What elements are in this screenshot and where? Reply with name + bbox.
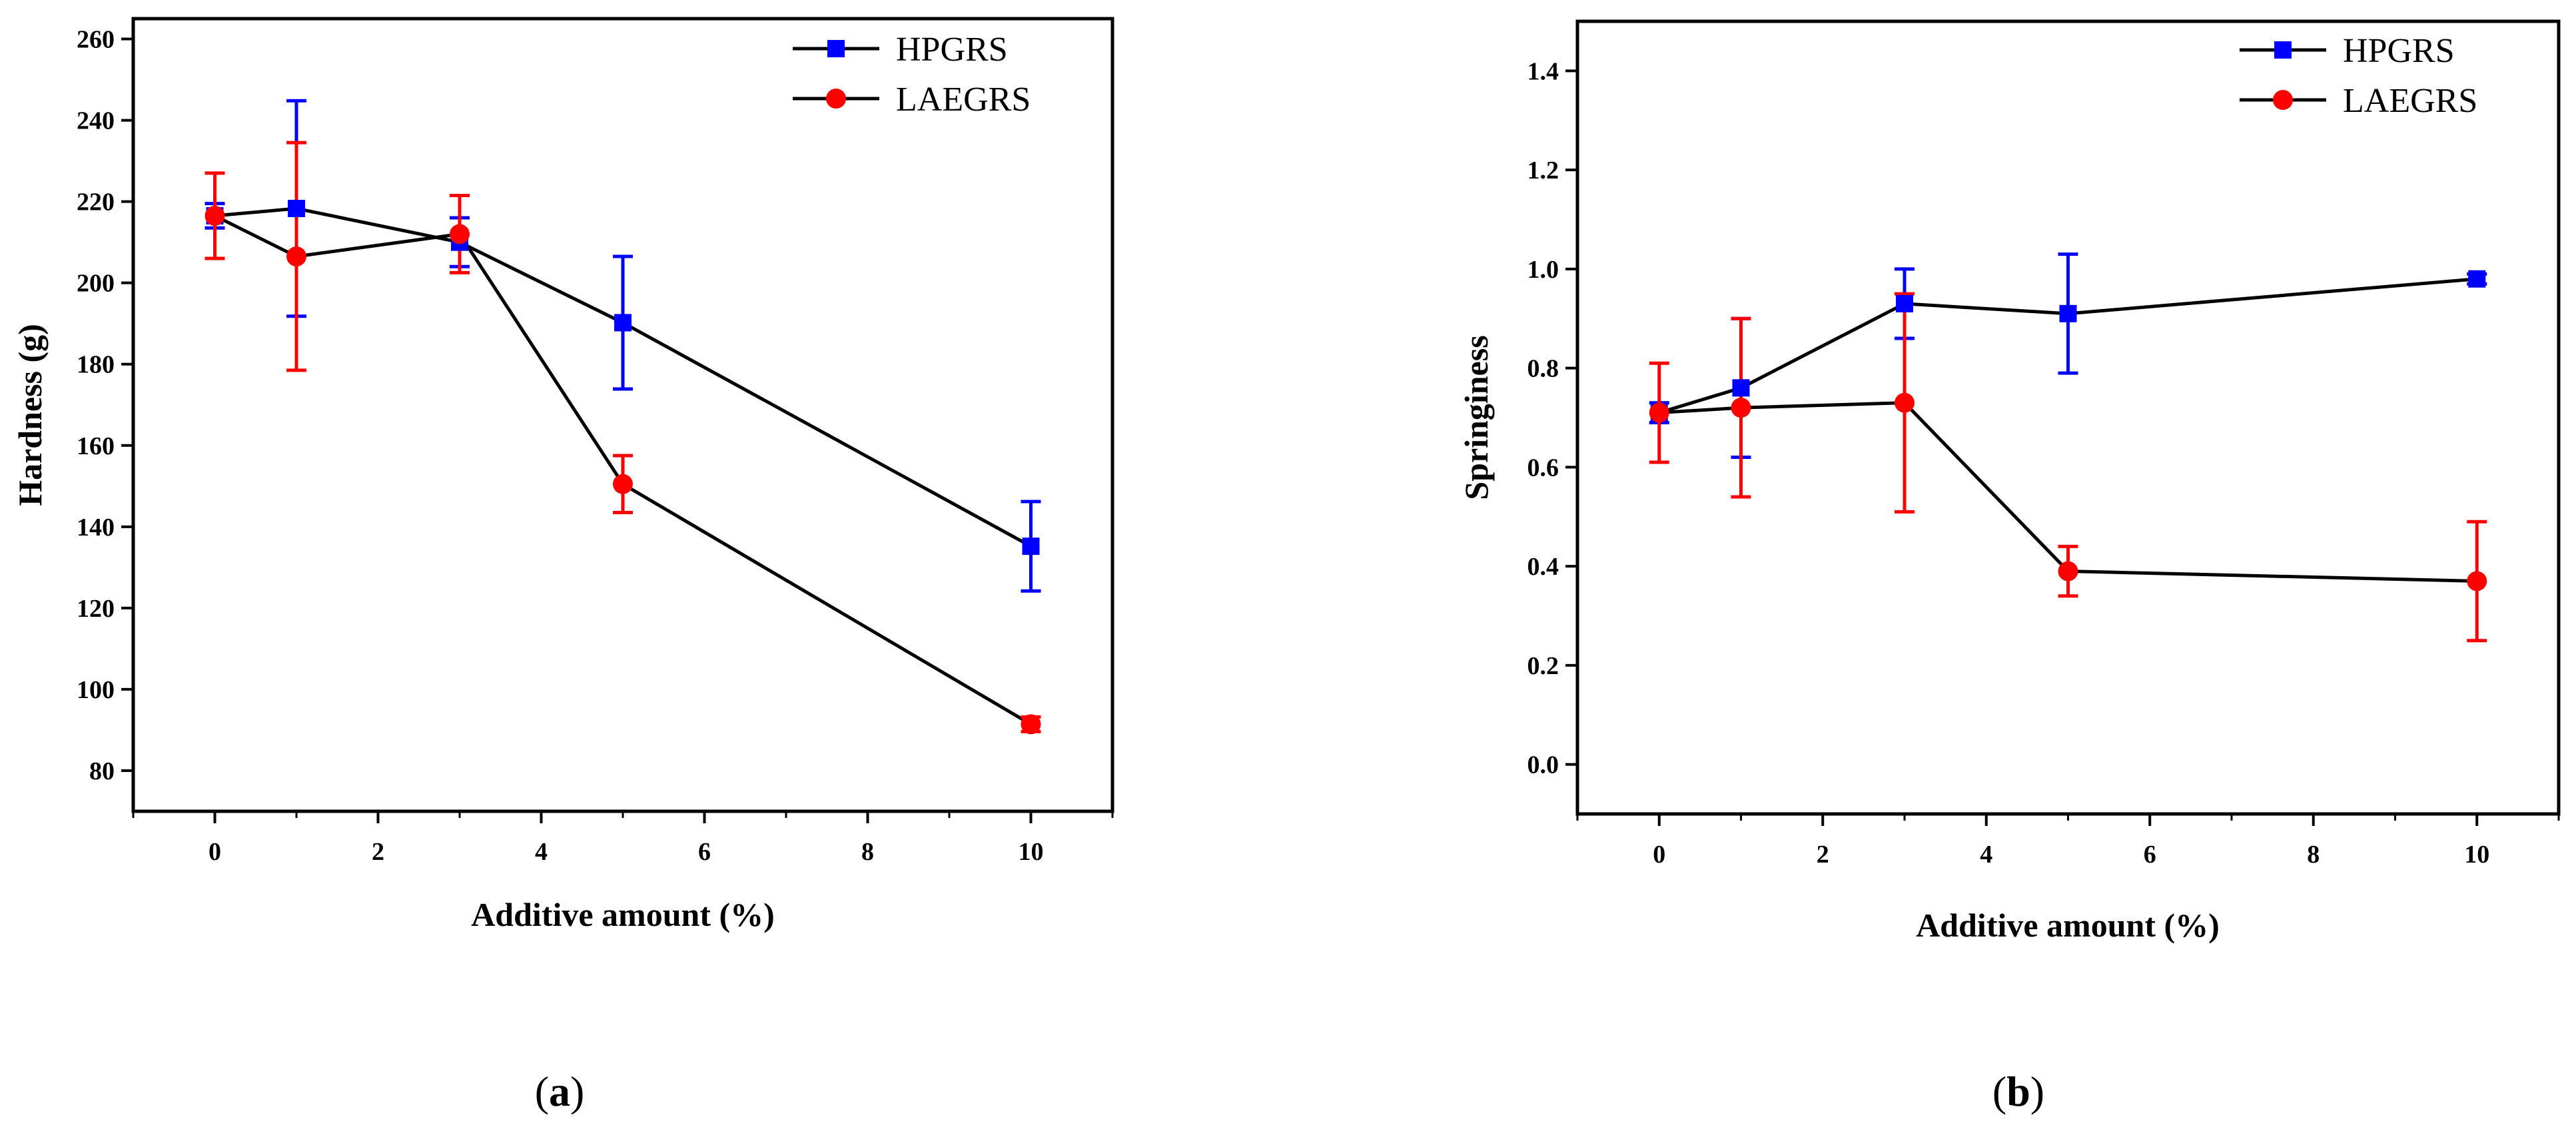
y-tick-label: 260 bbox=[77, 26, 115, 54]
x-axis-label: Additive amount (%) bbox=[471, 896, 775, 933]
y-tick-label: 0.4 bbox=[1527, 553, 1559, 581]
data-point-hpgrs bbox=[1732, 379, 1750, 397]
caption-close-paren: ) bbox=[570, 1068, 584, 1115]
x-tick-label: 6 bbox=[2144, 841, 2156, 869]
hardness-chart: 0 2 4 6 8 10 80 100 120 140 160 180 200 220 240 260 HPG… bbox=[11, 17, 1114, 1115]
x-tick-label: 0 bbox=[209, 838, 221, 866]
data-point-laegrs bbox=[2058, 561, 2078, 581]
caption-letter: b bbox=[2006, 1068, 2030, 1115]
y-tick-label: 0.2 bbox=[1527, 652, 1559, 680]
y-tick-label: 100 bbox=[77, 676, 115, 704]
caption-open-paren: ( bbox=[535, 1068, 549, 1115]
legend-label-laegrs: LAEGRS bbox=[896, 81, 1031, 119]
x-tick-label: 10 bbox=[2464, 841, 2489, 869]
y-tick-label: 1.2 bbox=[1527, 157, 1559, 185]
x-tick-label: 2 bbox=[372, 838, 384, 866]
axis-ticks: 0 2 4 6 8 10 0.0 0.2 0.4 0.6 0.8 1.0 1.2 1.4 bbox=[1527, 57, 2560, 869]
caption-open-paren: ( bbox=[1992, 1068, 2006, 1115]
series-layer bbox=[205, 99, 1041, 735]
series-layer bbox=[1649, 252, 2487, 643]
legend-label-hpgrs: HPGRS bbox=[2343, 32, 2455, 70]
legend: HPGRS LAEGRS bbox=[2240, 32, 2477, 120]
data-point-laegrs bbox=[286, 246, 306, 266]
data-point-laegrs bbox=[1895, 392, 1915, 413]
y-axis-label: Springiness bbox=[1458, 335, 1495, 500]
legend: HPGRS LAEGRS bbox=[793, 31, 1031, 119]
legend-label-hpgrs: HPGRS bbox=[896, 31, 1008, 69]
x-tick-label: 8 bbox=[2307, 841, 2320, 869]
y-tick-label: 180 bbox=[77, 351, 115, 379]
axis-ticks: 0 2 4 6 8 10 80 100 120 140 160 180 200 220 240 260 bbox=[77, 26, 1114, 866]
y-tick-label: 0.8 bbox=[1527, 355, 1559, 383]
plot-frame bbox=[131, 17, 1114, 813]
data-point-hpgrs bbox=[288, 199, 305, 217]
caption-close-paren: ) bbox=[2030, 1068, 2044, 1115]
data-point-laegrs bbox=[1649, 402, 1669, 423]
legend-marker-hpgrs bbox=[827, 40, 845, 57]
x-tick-label: 10 bbox=[1019, 838, 1044, 866]
y-tick-label: 200 bbox=[77, 270, 115, 298]
x-tick-label: 4 bbox=[1980, 841, 1992, 869]
data-point-laegrs bbox=[205, 205, 225, 226]
data-point-laegrs bbox=[613, 474, 633, 494]
springiness-chart: 0 2 4 6 8 10 0.0 0.2 0.4 0.6 0.8 1.0 1.2 1.4 HPGRS LA… bbox=[1458, 19, 2561, 1115]
plot-frame bbox=[1575, 19, 2561, 816]
panel-caption: (b) bbox=[1992, 1068, 2044, 1115]
x-tick-label: 8 bbox=[861, 838, 874, 866]
y-tick-label: 220 bbox=[77, 188, 115, 216]
y-tick-label: 120 bbox=[77, 595, 115, 623]
x-tick-label: 6 bbox=[698, 838, 711, 866]
data-point-hpgrs bbox=[1022, 538, 1040, 556]
data-point-hpgrs bbox=[2468, 270, 2486, 288]
caption-letter: a bbox=[549, 1068, 570, 1115]
x-tick-label: 4 bbox=[535, 838, 548, 866]
x-tick-label: 2 bbox=[1817, 841, 1829, 869]
y-tick-label: 1.0 bbox=[1527, 256, 1559, 284]
x-tick-label: 0 bbox=[1653, 841, 1665, 869]
y-tick-label: 0.0 bbox=[1527, 751, 1559, 779]
data-point-hpgrs bbox=[614, 314, 632, 332]
legend-marker-hpgrs bbox=[2274, 41, 2292, 59]
y-axis-label: Hardness (g) bbox=[11, 324, 49, 506]
panel-caption: (a) bbox=[535, 1068, 585, 1115]
x-axis-label: Additive amount (%) bbox=[1916, 907, 2220, 944]
y-tick-label: 0.6 bbox=[1527, 454, 1559, 482]
y-tick-label: 1.4 bbox=[1527, 57, 1559, 85]
data-point-hpgrs bbox=[2059, 304, 2077, 322]
y-tick-label: 240 bbox=[77, 107, 115, 135]
data-point-laegrs bbox=[1021, 714, 1041, 735]
legend-marker-laegrs bbox=[2273, 90, 2293, 110]
y-tick-label: 80 bbox=[89, 757, 115, 785]
y-tick-label: 160 bbox=[77, 432, 115, 460]
data-point-laegrs bbox=[450, 224, 470, 244]
data-point-laegrs bbox=[2467, 571, 2487, 591]
legend-label-laegrs: LAEGRS bbox=[2343, 82, 2477, 120]
data-point-hpgrs bbox=[1896, 294, 1913, 312]
data-point-laegrs bbox=[1731, 398, 1751, 418]
y-tick-label: 140 bbox=[77, 514, 115, 542]
legend-marker-laegrs bbox=[826, 89, 846, 109]
